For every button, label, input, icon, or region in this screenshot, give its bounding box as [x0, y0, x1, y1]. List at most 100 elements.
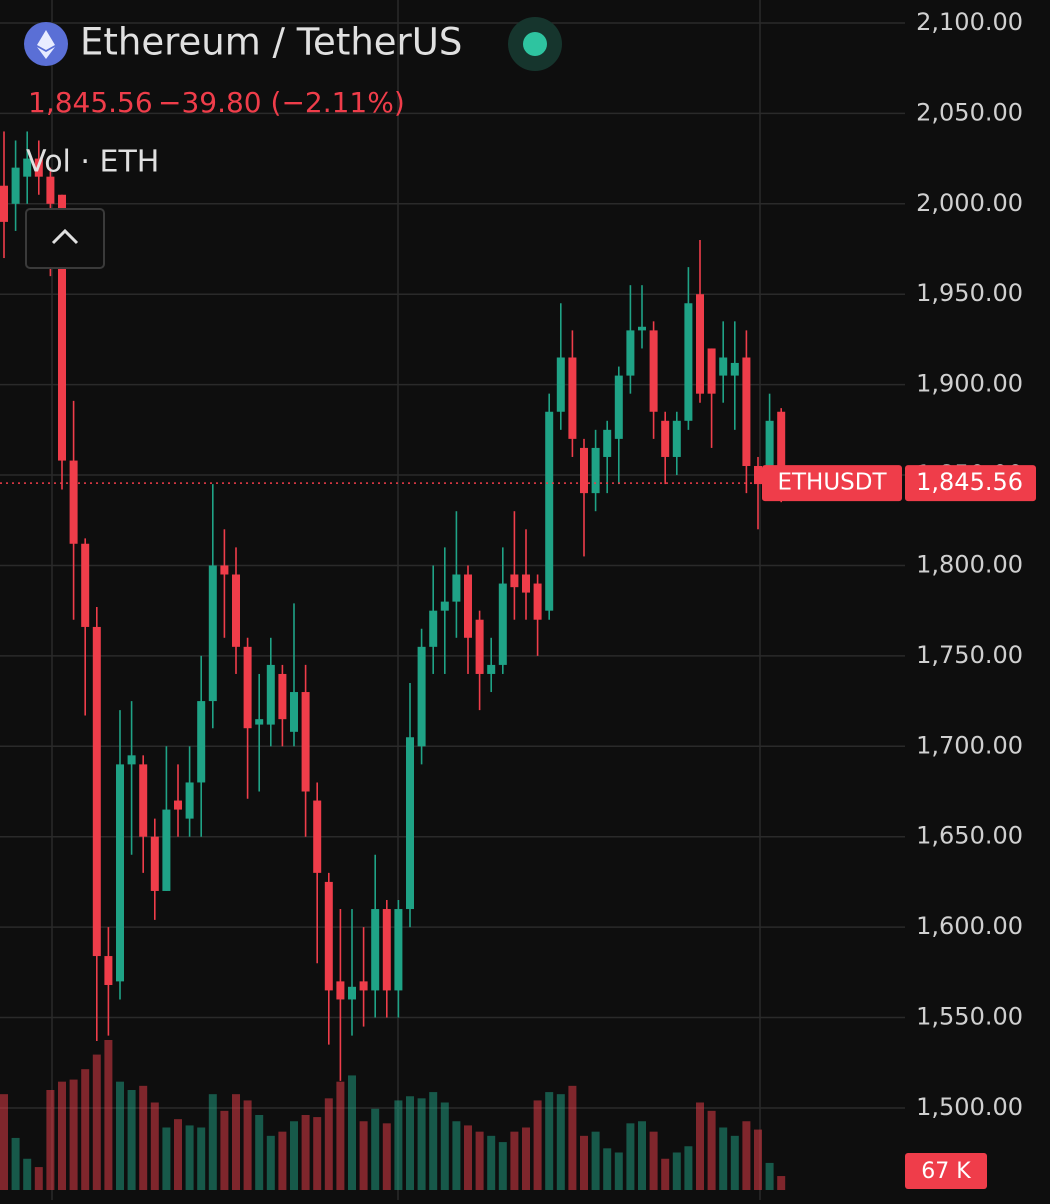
volume-bar: [359, 1121, 368, 1190]
y-tick-label: 1,650.00: [916, 822, 1023, 850]
candle-body: [522, 574, 530, 593]
candle-body: [684, 303, 693, 421]
candle-body: [568, 357, 577, 439]
volume-bar: [661, 1158, 670, 1190]
volume-bar: [684, 1146, 693, 1190]
candle-body: [220, 565, 229, 575]
candle-body: [464, 574, 472, 638]
candle-body: [452, 574, 461, 602]
volume-bar: [220, 1110, 229, 1190]
volume-bar: [719, 1127, 728, 1190]
volume-bar: [174, 1119, 182, 1190]
symbol-tag: [762, 465, 902, 502]
candle-body: [777, 411, 786, 484]
volume-bar: [382, 1123, 391, 1190]
candle-body: [754, 466, 762, 485]
volume-bar: [742, 1121, 751, 1190]
volume-bar: [649, 1131, 658, 1190]
price-tag-label: 1,845.56: [916, 468, 1023, 496]
volume-bar: [707, 1110, 716, 1190]
candle-body: [440, 601, 449, 611]
candle-body: [69, 460, 78, 544]
candle-body: [336, 981, 345, 1000]
volume-bar: [777, 1176, 786, 1190]
volume-bar: [197, 1127, 206, 1190]
volume-bar: [487, 1135, 496, 1190]
candle-body: [46, 176, 55, 204]
volume-bar: [464, 1125, 472, 1190]
candle-body: [707, 348, 716, 394]
volume-bar: [11, 1137, 20, 1190]
volume-bar: [498, 1142, 507, 1190]
candle-body: [406, 737, 414, 910]
volume-bar: [104, 1040, 113, 1190]
candle-layer: [0, 131, 786, 1081]
candle-body: [324, 881, 333, 991]
candle-body: [58, 194, 66, 461]
volume-bar: [208, 1094, 217, 1190]
candle-body: [23, 158, 32, 177]
volume-bar: [348, 1075, 356, 1190]
volume-bar: [510, 1131, 519, 1190]
candle-body: [11, 167, 20, 204]
y-tick-label: 1,900.00: [916, 370, 1023, 398]
candle-body: [290, 692, 298, 732]
candle-body: [533, 583, 542, 620]
volume-bar: [336, 1081, 345, 1190]
candle-body: [150, 836, 159, 891]
volume-bar: [58, 1081, 66, 1190]
collapse-button[interactable]: [25, 208, 105, 269]
volume-bar: [626, 1123, 635, 1190]
candle-body: [0, 185, 8, 222]
volume-bar: [568, 1085, 577, 1190]
eth-glyph: [37, 30, 55, 59]
volume-bar: [545, 1092, 554, 1190]
volume-bar: [69, 1079, 78, 1190]
candle-body: [301, 692, 310, 792]
candle-body: [104, 956, 113, 985]
chevron-icon: [51, 228, 79, 245]
volume-bar: [255, 1115, 264, 1190]
candle-body: [498, 583, 507, 665]
candle-body: [591, 447, 600, 494]
candle-body: [696, 294, 704, 394]
candle-body: [475, 619, 484, 674]
candle-body: [174, 800, 182, 810]
candle-body: [649, 330, 658, 412]
volume-tag-label: 67 K: [921, 1159, 971, 1184]
candle-body: [208, 565, 217, 702]
volume-bar: [429, 1092, 438, 1190]
y-tick-label: 2,050.00: [916, 98, 1023, 126]
volume-bar: [266, 1135, 275, 1190]
y-tick-label: 1,700.00: [916, 731, 1023, 759]
volume-bar: [150, 1102, 159, 1190]
candle-body: [255, 719, 264, 725]
candle-body: [545, 411, 554, 611]
volume-bar: [290, 1121, 298, 1190]
status-dot: [523, 32, 547, 56]
volume-bar: [672, 1152, 681, 1190]
volume-bar: [580, 1135, 588, 1190]
candle-body: [243, 646, 252, 729]
volume-bar: [232, 1094, 240, 1190]
y-tick-label: 1,550.00: [916, 1003, 1023, 1031]
candle-body: [742, 357, 751, 467]
candle-body: [429, 610, 438, 647]
volume-tag: [905, 1153, 987, 1189]
candle-body: [510, 574, 519, 588]
chart-title: Ethereum / TetherUS: [80, 21, 462, 64]
volume-bar: [139, 1085, 148, 1190]
candle-body: [197, 701, 206, 783]
candle-body: [638, 326, 646, 331]
volume-bar: [127, 1090, 136, 1190]
overlay: 1,500.00 1,550.00 1,600.00 1,650.00 1,700.00…: [0, 8, 1036, 1189]
y-tick-label: 2,000.00: [916, 189, 1023, 217]
y-tick-label: 2,100.00: [916, 8, 1023, 36]
candle-body: [127, 755, 136, 765]
candle-body: [232, 574, 240, 647]
candle-body: [266, 664, 275, 725]
volume-bar: [243, 1100, 252, 1190]
y-tick-label: 1,600.00: [916, 912, 1023, 940]
volume-bar: [452, 1121, 461, 1190]
candle-body: [626, 330, 635, 376]
